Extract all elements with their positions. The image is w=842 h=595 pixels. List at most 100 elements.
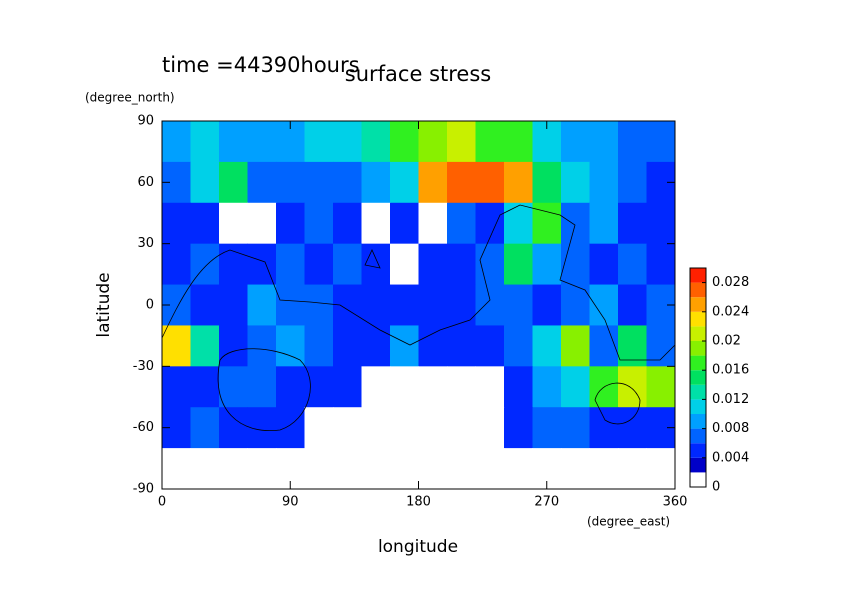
cell [418,121,448,163]
colorbar-segment [690,311,706,327]
x-tick-label: 180 [406,495,431,510]
cell [447,448,476,490]
cell [618,202,647,245]
annotation: time =44390hours [162,53,360,77]
cell [561,121,590,163]
cell [418,202,448,245]
cell [561,202,590,245]
cell [247,366,277,408]
cell [219,407,248,449]
cell [447,325,476,367]
cell [276,407,305,449]
colorbar-segment [690,399,706,414]
cell [646,121,676,163]
cell [504,366,533,408]
cell [618,448,647,490]
colorbar-tick-label: 0.012 [712,392,749,407]
cell [475,284,505,326]
cell [304,243,334,286]
cell [390,366,419,408]
cell [162,325,191,367]
x-axis-label: longitude [378,537,458,557]
colorbar-tick-label: 0 [712,480,720,495]
cell [333,202,362,245]
field [162,121,676,490]
cell [361,161,391,204]
cell [333,366,362,408]
cell [304,284,334,326]
cell [390,325,419,367]
cell [418,243,448,286]
cell [219,366,248,408]
cell [304,325,334,367]
cell [618,325,647,367]
cell [304,161,334,204]
cell [361,284,391,326]
cell [418,366,448,408]
cell [304,202,334,245]
colorbar-segment [690,457,706,473]
chart-title: surface stress [345,62,491,86]
cell [276,284,305,326]
cell [447,366,476,408]
cell [504,202,533,245]
cell [190,407,220,449]
colorbar-segment [690,326,706,341]
colorbar-tick-label: 0.02 [712,334,741,349]
cell [589,325,619,367]
cell [504,121,533,163]
cell [589,121,619,163]
cell [219,448,248,490]
colorbar-segment [690,384,706,400]
cell [190,161,220,204]
cell [418,284,448,326]
colorbar-tick-label: 0.004 [712,450,749,465]
cell [247,161,277,204]
colorbar-frame [689,267,707,488]
cell [532,161,562,204]
cell [504,407,533,449]
colorbar-segment [690,472,706,487]
y-tick-label: 30 [137,236,154,251]
cell [190,121,220,163]
cell [532,366,562,408]
colorbar-segment [690,341,706,356]
colorbar-segment [690,282,706,298]
cell [276,243,305,286]
x-unit: (degree_east) [587,515,670,529]
cell [589,284,619,326]
cell [361,407,391,449]
cell [618,407,647,449]
cell [247,407,277,449]
y-tick-label: -60 [133,420,154,435]
cell [219,202,248,245]
cell [190,448,220,490]
cell [190,325,220,367]
axes: 0 90 180 270 360 -90 -60 -30 0 30 60 90 0 0.004 0.008 0… [133,114,749,510]
cell [390,161,419,204]
cell [418,448,448,490]
cell [304,366,334,408]
cell [561,284,590,326]
cell [276,202,305,245]
colorbar-segment [690,414,706,429]
colorbar-segment [690,297,706,312]
cell [618,161,647,204]
cell [618,243,647,286]
cell [618,121,647,163]
cell [190,366,220,408]
coastline [161,204,676,432]
colorbar-tick-label: 0.028 [712,275,749,290]
cell [162,121,191,163]
cell [361,325,391,367]
y-tick-label: 60 [137,175,154,190]
cell [561,161,590,204]
cell [504,448,533,490]
y-tick-label: 90 [137,114,154,129]
y-tick-label: -30 [133,359,154,374]
cell [390,407,419,449]
cell [219,243,248,286]
cell [504,284,533,326]
cell [561,366,590,408]
